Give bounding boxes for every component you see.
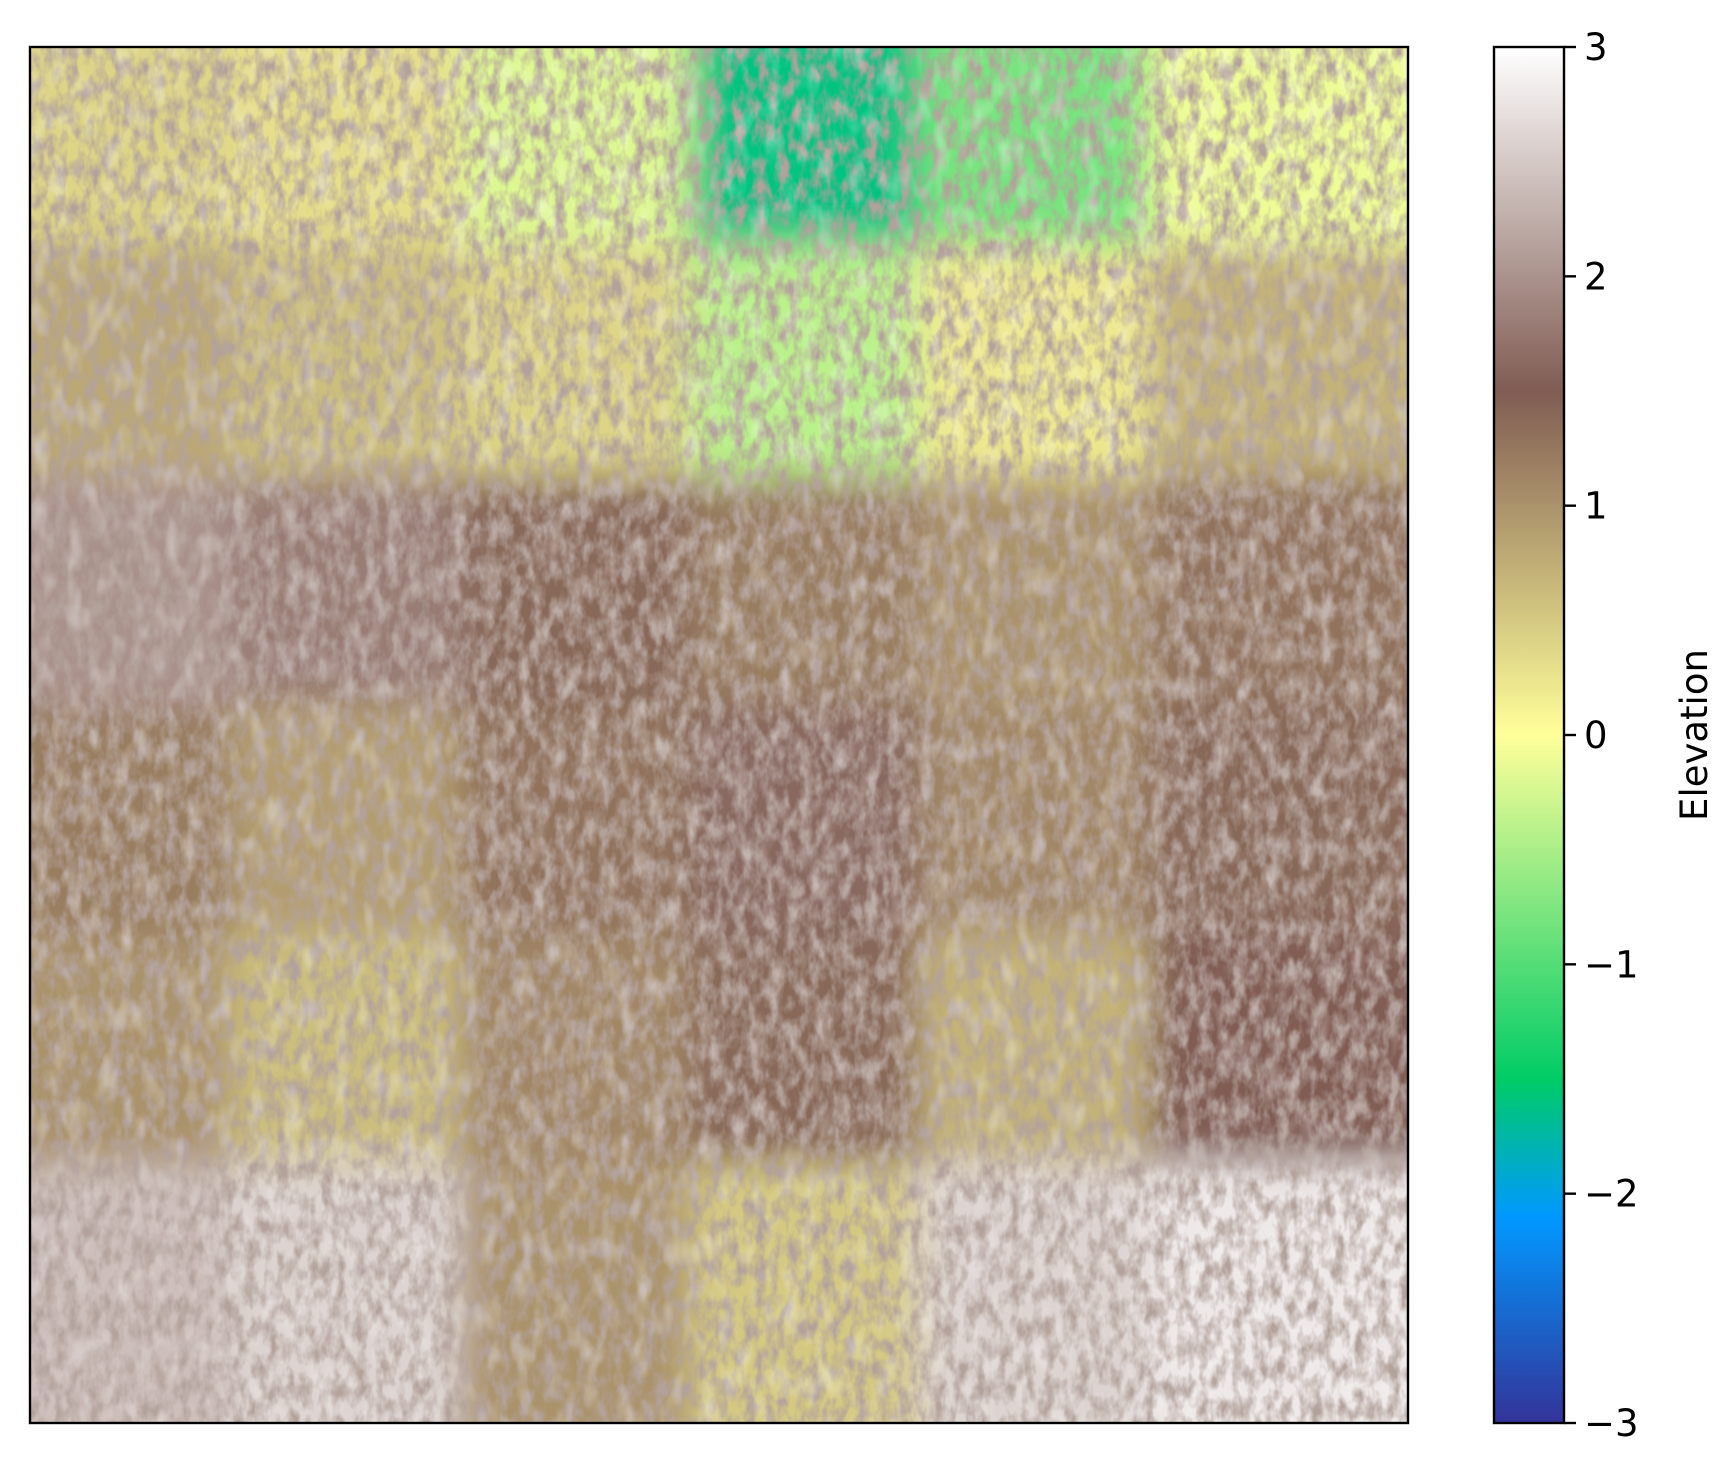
colorbar: 3 2 1 0 −1 −2 −3 Elevation [1492, 26, 1716, 1445]
colorbar-tick-label: 3 [1584, 26, 1608, 69]
colorbar-tick-label: 2 [1584, 255, 1608, 298]
colorbar-tick-label: 0 [1584, 714, 1608, 757]
heatmap-plot-area [28, 45, 1410, 1425]
colorbar-tick-label: 1 [1584, 485, 1608, 528]
colorbar-label: Elevation [1673, 649, 1716, 821]
colorbar-tick-label: −2 [1584, 1173, 1639, 1216]
colorbar-fill [1494, 47, 1564, 1423]
plot-frame [28, 45, 1410, 1425]
colorbar-tick-label: −1 [1584, 943, 1639, 986]
colorbar-ticks: 3 2 1 0 −1 −2 −3 [1564, 26, 1639, 1445]
heatmap-texture [30, 47, 1408, 1423]
colorbar-tick-label: −3 [1584, 1402, 1639, 1445]
texture-light-layer [30, 47, 1408, 1423]
